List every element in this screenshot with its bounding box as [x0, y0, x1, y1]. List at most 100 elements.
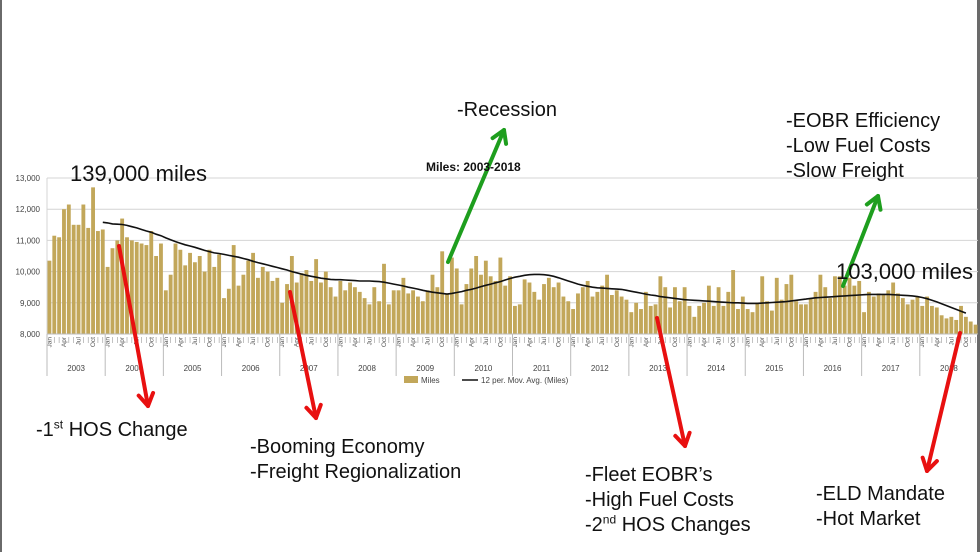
bar	[76, 224, 81, 334]
bar	[677, 301, 682, 334]
bar	[401, 277, 406, 334]
bar	[483, 260, 488, 334]
bar	[760, 276, 765, 334]
bar	[949, 316, 954, 334]
bar	[682, 287, 687, 334]
x-tick-label-year: 2005	[184, 364, 202, 373]
x-tick-label-month: Jan	[221, 337, 228, 348]
bar	[706, 285, 711, 334]
y-tick-label: 11,000	[16, 236, 40, 245]
x-tick-label-month: Apr	[817, 336, 824, 347]
annotation-line: -Low Fuel Costs	[786, 135, 931, 157]
bar	[202, 271, 207, 334]
bar	[643, 291, 648, 334]
bar	[493, 280, 498, 334]
bar	[900, 298, 905, 334]
bar	[260, 266, 265, 334]
x-tick-label-year: 2006	[242, 364, 260, 373]
bar	[833, 276, 837, 334]
x-tick-label-month: Jul	[192, 336, 199, 345]
bar	[425, 290, 430, 334]
bar	[687, 305, 692, 334]
x-tick-label-month: Apr	[352, 336, 359, 347]
x-tick-label-year: 2010	[475, 364, 493, 373]
bar	[959, 305, 963, 334]
x-tick-label-month: Jan	[337, 337, 344, 348]
x-tick-label-month: Jul	[308, 336, 315, 345]
bar	[915, 296, 920, 334]
x-tick-label-month: Oct	[847, 337, 854, 347]
bar	[100, 229, 105, 334]
annotation-line: -Slow Freight	[786, 160, 904, 182]
x-tick-label-month: Jul	[250, 336, 257, 345]
bar	[639, 309, 643, 334]
bar	[595, 291, 600, 334]
x-tick-label-month: Apr	[585, 336, 592, 347]
x-tick-label-month: Jul	[774, 336, 781, 345]
bar	[750, 312, 755, 334]
bar	[367, 304, 372, 334]
x-tick-label-month: Jan	[687, 337, 694, 348]
bar	[168, 274, 173, 334]
start-miles-label: 139,000 miles	[70, 161, 207, 186]
x-tick-label-month: Apr	[643, 336, 650, 347]
y-tick-label: 12,000	[16, 205, 41, 214]
bar	[319, 282, 323, 334]
x-tick-label-month: Jul	[599, 336, 606, 345]
arrow-up-icon	[841, 194, 883, 288]
annotation-line: -Freight Regionalization	[250, 461, 462, 483]
bar	[163, 290, 168, 334]
bar	[668, 307, 673, 334]
bar	[256, 277, 260, 334]
x-tick-label-year: 2017	[882, 364, 900, 373]
bar	[120, 218, 125, 334]
x-tick-label-year: 2011	[533, 364, 551, 373]
x-tick-label-month: Oct	[323, 337, 330, 347]
bar	[57, 237, 62, 334]
bar	[624, 299, 629, 334]
x-tick-label-month: Jul	[425, 336, 432, 345]
recession-line: -Recession	[457, 99, 558, 121]
x-tick-label-month: Jul	[832, 336, 839, 345]
x-tick-label-month: Apr	[294, 336, 301, 347]
bar	[537, 299, 542, 334]
x-tick-label-month: Jan	[803, 337, 810, 348]
bar	[585, 280, 590, 334]
arrow-down-icon	[117, 244, 156, 408]
bar	[270, 280, 275, 334]
bar	[920, 305, 925, 334]
y-tick-label: 9,000	[20, 299, 41, 308]
bar	[488, 276, 493, 334]
y-tick-label: 13,000	[16, 174, 41, 183]
bar	[411, 290, 416, 334]
bar	[299, 273, 304, 334]
x-tick-label-month: Jul	[541, 336, 548, 345]
bar	[522, 279, 527, 334]
bar	[348, 282, 352, 334]
x-tick-label-month: Apr	[236, 336, 243, 347]
bar	[105, 266, 110, 334]
bar	[294, 282, 299, 334]
x-tick-label-month: Oct	[439, 337, 446, 347]
bar	[871, 296, 876, 334]
arrows	[117, 128, 962, 473]
x-tick-label-month: Apr	[759, 336, 766, 347]
x-tick-label-year: 2018	[940, 364, 958, 373]
x-tick-label-month: Apr	[410, 336, 417, 347]
bar	[765, 301, 769, 334]
x-tick-label-month: Jan	[745, 337, 752, 348]
bar	[246, 260, 251, 334]
bar	[226, 288, 231, 334]
bar	[62, 209, 66, 334]
bar	[745, 309, 750, 334]
arrow-up-icon	[446, 128, 509, 264]
bar	[542, 284, 546, 334]
bar	[963, 316, 968, 334]
x-tick-label-month: Oct	[614, 337, 621, 347]
x-tick-label-month: Apr	[177, 336, 184, 347]
x-tick-label-year: 2012	[591, 364, 609, 373]
bar	[212, 266, 217, 334]
x-tick-label-month: Oct	[963, 337, 970, 347]
bar	[314, 259, 319, 334]
bar	[86, 227, 91, 334]
